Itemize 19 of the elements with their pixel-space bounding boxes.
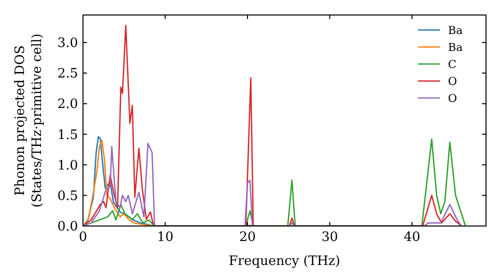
- y-tick-label: 0.5: [57, 188, 78, 204]
- legend-label: O: [448, 74, 458, 88]
- y-tick-label: 1.5: [57, 128, 78, 143]
- x-tick-label: 0: [78, 230, 88, 245]
- x-tick-label: 40: [404, 230, 420, 245]
- x-tick-label: 30: [321, 230, 338, 245]
- legend-label: C: [448, 58, 456, 71]
- legend-label: Ba: [448, 24, 464, 37]
- legend-label: Ba: [448, 40, 464, 54]
- y-tick-label: 0.0: [57, 220, 78, 235]
- y-tick-label: 3.0: [57, 36, 78, 52]
- x-axis-title: Frequency (THz): [228, 254, 340, 269]
- legend-label: O: [448, 92, 458, 105]
- y-tick-label: 1.0: [57, 158, 78, 174]
- y-tick-label: 2.0: [57, 97, 78, 112]
- y-tick-label: 2.5: [57, 66, 78, 82]
- x-tick-label: 20: [239, 230, 256, 245]
- x-tick-label: 10: [156, 230, 174, 245]
- y-axis-title: Phonon projected DOS (States/THz·primitive cell): [13, 33, 45, 208]
